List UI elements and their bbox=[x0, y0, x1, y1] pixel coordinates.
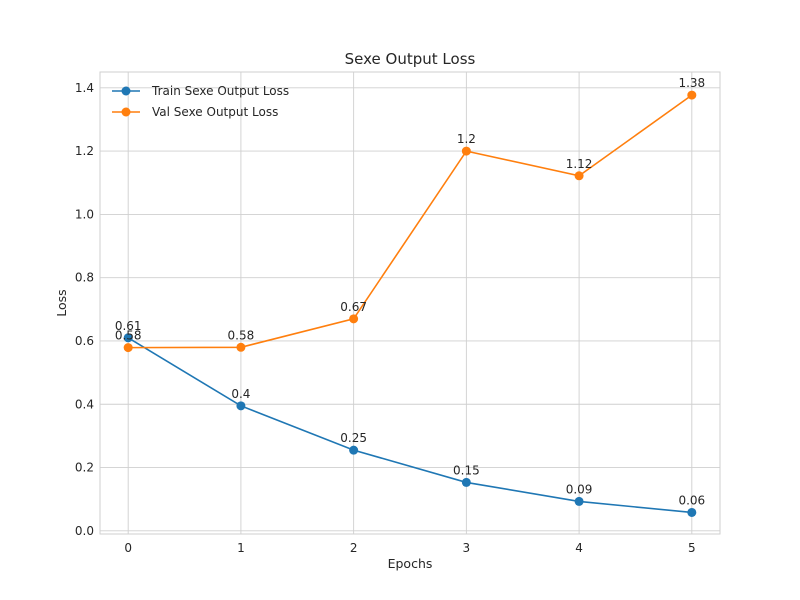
x-tick-label: 2 bbox=[350, 541, 358, 555]
y-tick-label: 0.2 bbox=[75, 461, 94, 475]
data-label: 0.25 bbox=[340, 431, 367, 445]
data-label: 1.38 bbox=[678, 76, 705, 90]
y-tick-label: 0.0 bbox=[75, 524, 94, 538]
data-point bbox=[349, 314, 359, 324]
data-point bbox=[687, 90, 697, 100]
axis-ticks: 0 1 2 3 4 5 0.0 0.2 0.4 0.6 0.8 1.0 1.2 1.4 bbox=[75, 81, 696, 555]
data-label: 0.67 bbox=[340, 300, 367, 314]
series-line bbox=[128, 94, 693, 349]
data-point bbox=[461, 477, 471, 487]
x-tick-label: 5 bbox=[688, 541, 696, 555]
x-tick-label: 0 bbox=[124, 541, 132, 555]
x-tick-label: 3 bbox=[463, 541, 471, 555]
series-train: 0.61 0.4 0.25 0.15 0.09 0.06 bbox=[115, 319, 705, 517]
legend-marker bbox=[121, 107, 131, 117]
legend-marker bbox=[121, 86, 131, 96]
legend: Train Sexe Output Loss Val Sexe Output Lo… bbox=[112, 84, 289, 119]
data-point bbox=[236, 401, 246, 411]
data-label: 0.61 bbox=[115, 319, 142, 333]
legend-item: Train Sexe Output Loss bbox=[112, 84, 289, 98]
grid bbox=[100, 72, 720, 534]
chart-title: Sexe Output Loss bbox=[345, 50, 476, 68]
data-label: 0.4 bbox=[231, 387, 250, 401]
x-tick-label: 1 bbox=[237, 541, 245, 555]
series-line bbox=[127, 337, 692, 514]
data-point bbox=[687, 507, 697, 517]
legend-label: Train Sexe Output Loss bbox=[151, 84, 289, 98]
data-label: 0.09 bbox=[566, 482, 593, 496]
data-label: 0.15 bbox=[453, 463, 480, 477]
data-point bbox=[574, 496, 584, 506]
x-tick-label: 4 bbox=[575, 541, 583, 555]
data-label: 0.58 bbox=[228, 328, 255, 342]
data-label: 1.12 bbox=[566, 157, 593, 171]
x-axis-label: Epochs bbox=[388, 556, 433, 571]
legend-label: Val Sexe Output Loss bbox=[152, 105, 278, 119]
series-layer: 0.61 0.4 0.25 0.15 0.09 0.06 0.58 0.58 0.67 1.2 1.… bbox=[115, 76, 705, 517]
data-point bbox=[574, 171, 584, 181]
data-point bbox=[123, 333, 133, 343]
data-label: 0.06 bbox=[678, 493, 705, 507]
y-tick-label: 0.6 bbox=[75, 334, 94, 348]
y-tick-label: 0.8 bbox=[75, 271, 94, 285]
y-tick-label: 1.2 bbox=[75, 144, 94, 158]
series-val: 0.58 0.58 0.67 1.2 1.12 1.38 bbox=[115, 76, 705, 353]
y-tick-label: 1.0 bbox=[75, 207, 94, 221]
y-tick-label: 0.4 bbox=[75, 397, 94, 411]
data-label: 0.58 bbox=[115, 329, 142, 343]
y-tick-label: 1.4 bbox=[75, 81, 94, 95]
data-label: 1.2 bbox=[457, 132, 476, 146]
data-point bbox=[349, 445, 359, 455]
data-point bbox=[123, 343, 133, 353]
data-point bbox=[236, 342, 246, 352]
plot-frame bbox=[99, 71, 721, 535]
data-point bbox=[461, 146, 471, 156]
y-axis-label: Loss bbox=[54, 289, 69, 316]
legend-item: Val Sexe Output Loss bbox=[112, 105, 278, 119]
